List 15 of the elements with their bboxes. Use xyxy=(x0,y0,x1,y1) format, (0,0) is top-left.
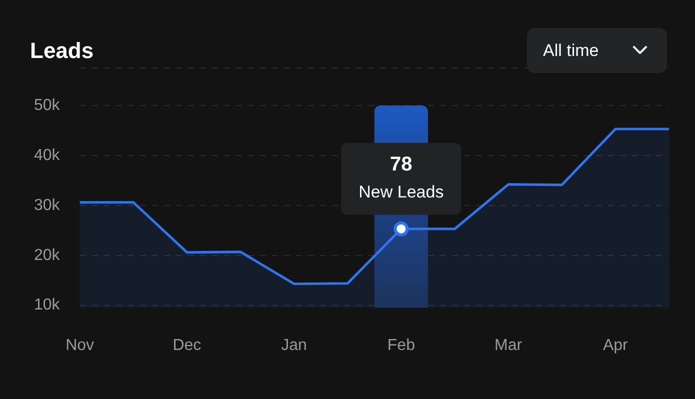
y-tick-label: 30k xyxy=(34,196,61,214)
x-tick-label: Mar xyxy=(494,336,523,354)
y-tick-label: 50k xyxy=(34,96,61,114)
x-tick-label: Dec xyxy=(172,336,202,354)
x-tick-label: Nov xyxy=(66,336,94,354)
x-tick-label: Jan xyxy=(281,336,307,354)
annotation: New Leads xyxy=(358,182,444,202)
dropdown-field: All time xyxy=(527,28,667,73)
y-tick-label: 20k xyxy=(34,246,61,264)
y-tick-label: 10k xyxy=(34,296,61,314)
x-tick-label: Apr xyxy=(602,336,629,354)
annotation: 78 xyxy=(390,153,412,176)
x-tick-label: Feb xyxy=(387,336,416,354)
y-tick-label: 40k xyxy=(34,146,61,164)
chart-title: Leads xyxy=(30,38,94,64)
